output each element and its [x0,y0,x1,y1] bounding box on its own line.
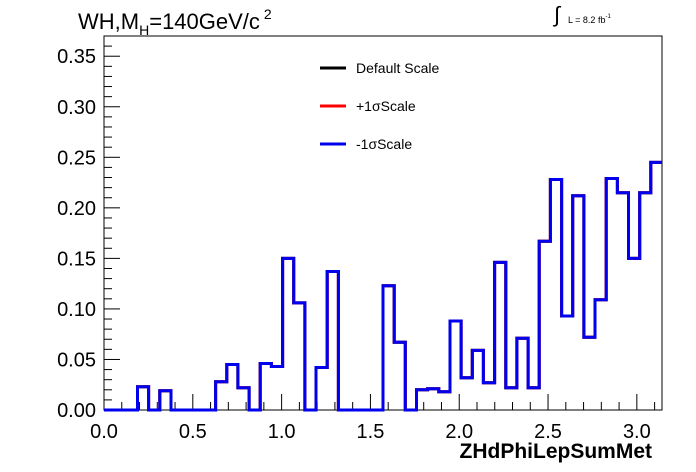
y-tick-label: 0.20 [57,198,96,220]
series-group [104,160,662,412]
y-tick-label: 0.30 [57,97,96,119]
title-main: WH,M [78,9,140,34]
x-tick-label: 3.0 [623,421,651,443]
chart-title: WH,MH=140GeV/c 2 [78,6,272,38]
y-tick-label: 0.05 [57,349,96,371]
x-axis-label: ZHdPhiLepSumMet [460,440,653,463]
y-tick-label: 0.00 [57,400,96,422]
y-tick-label: 0.10 [57,299,96,321]
y-axis: 0.00 0.05 0.10 0.15 0.20 0.25 0.30 0.35 [57,35,120,422]
y-tick-label: 0.25 [57,147,96,169]
title-subscript: H [139,22,150,38]
y-tick-label: 0.35 [57,46,96,68]
luminosity-text: L = 8.2 fb [568,15,606,25]
x-tick-label: 1.5 [357,421,385,443]
legend-label: Default Scale [356,60,439,76]
luminosity-exponent: -1 [605,14,611,20]
legend-label: +1σScale [356,98,416,114]
title-superscript: 2 [263,6,272,22]
title-rest: =140GeV/c [149,9,260,34]
integral-symbol: ∫ [554,2,561,27]
legend-label: -1σScale [356,136,412,152]
x-axis: 0.0 0.5 1.0 1.5 2.0 2.5 3.0 [90,394,656,443]
x-tick-label: 0.5 [179,421,207,443]
x-tick-label: 0.0 [90,421,118,443]
x-tick-label: 1.0 [268,421,296,443]
series-line [104,160,662,412]
x-tick-label: 2.0 [445,421,473,443]
x-tick-label: 2.5 [534,421,562,443]
legend: Default Scale +1σScale -1σScale [320,60,439,152]
y-tick-label: 0.15 [57,248,96,270]
